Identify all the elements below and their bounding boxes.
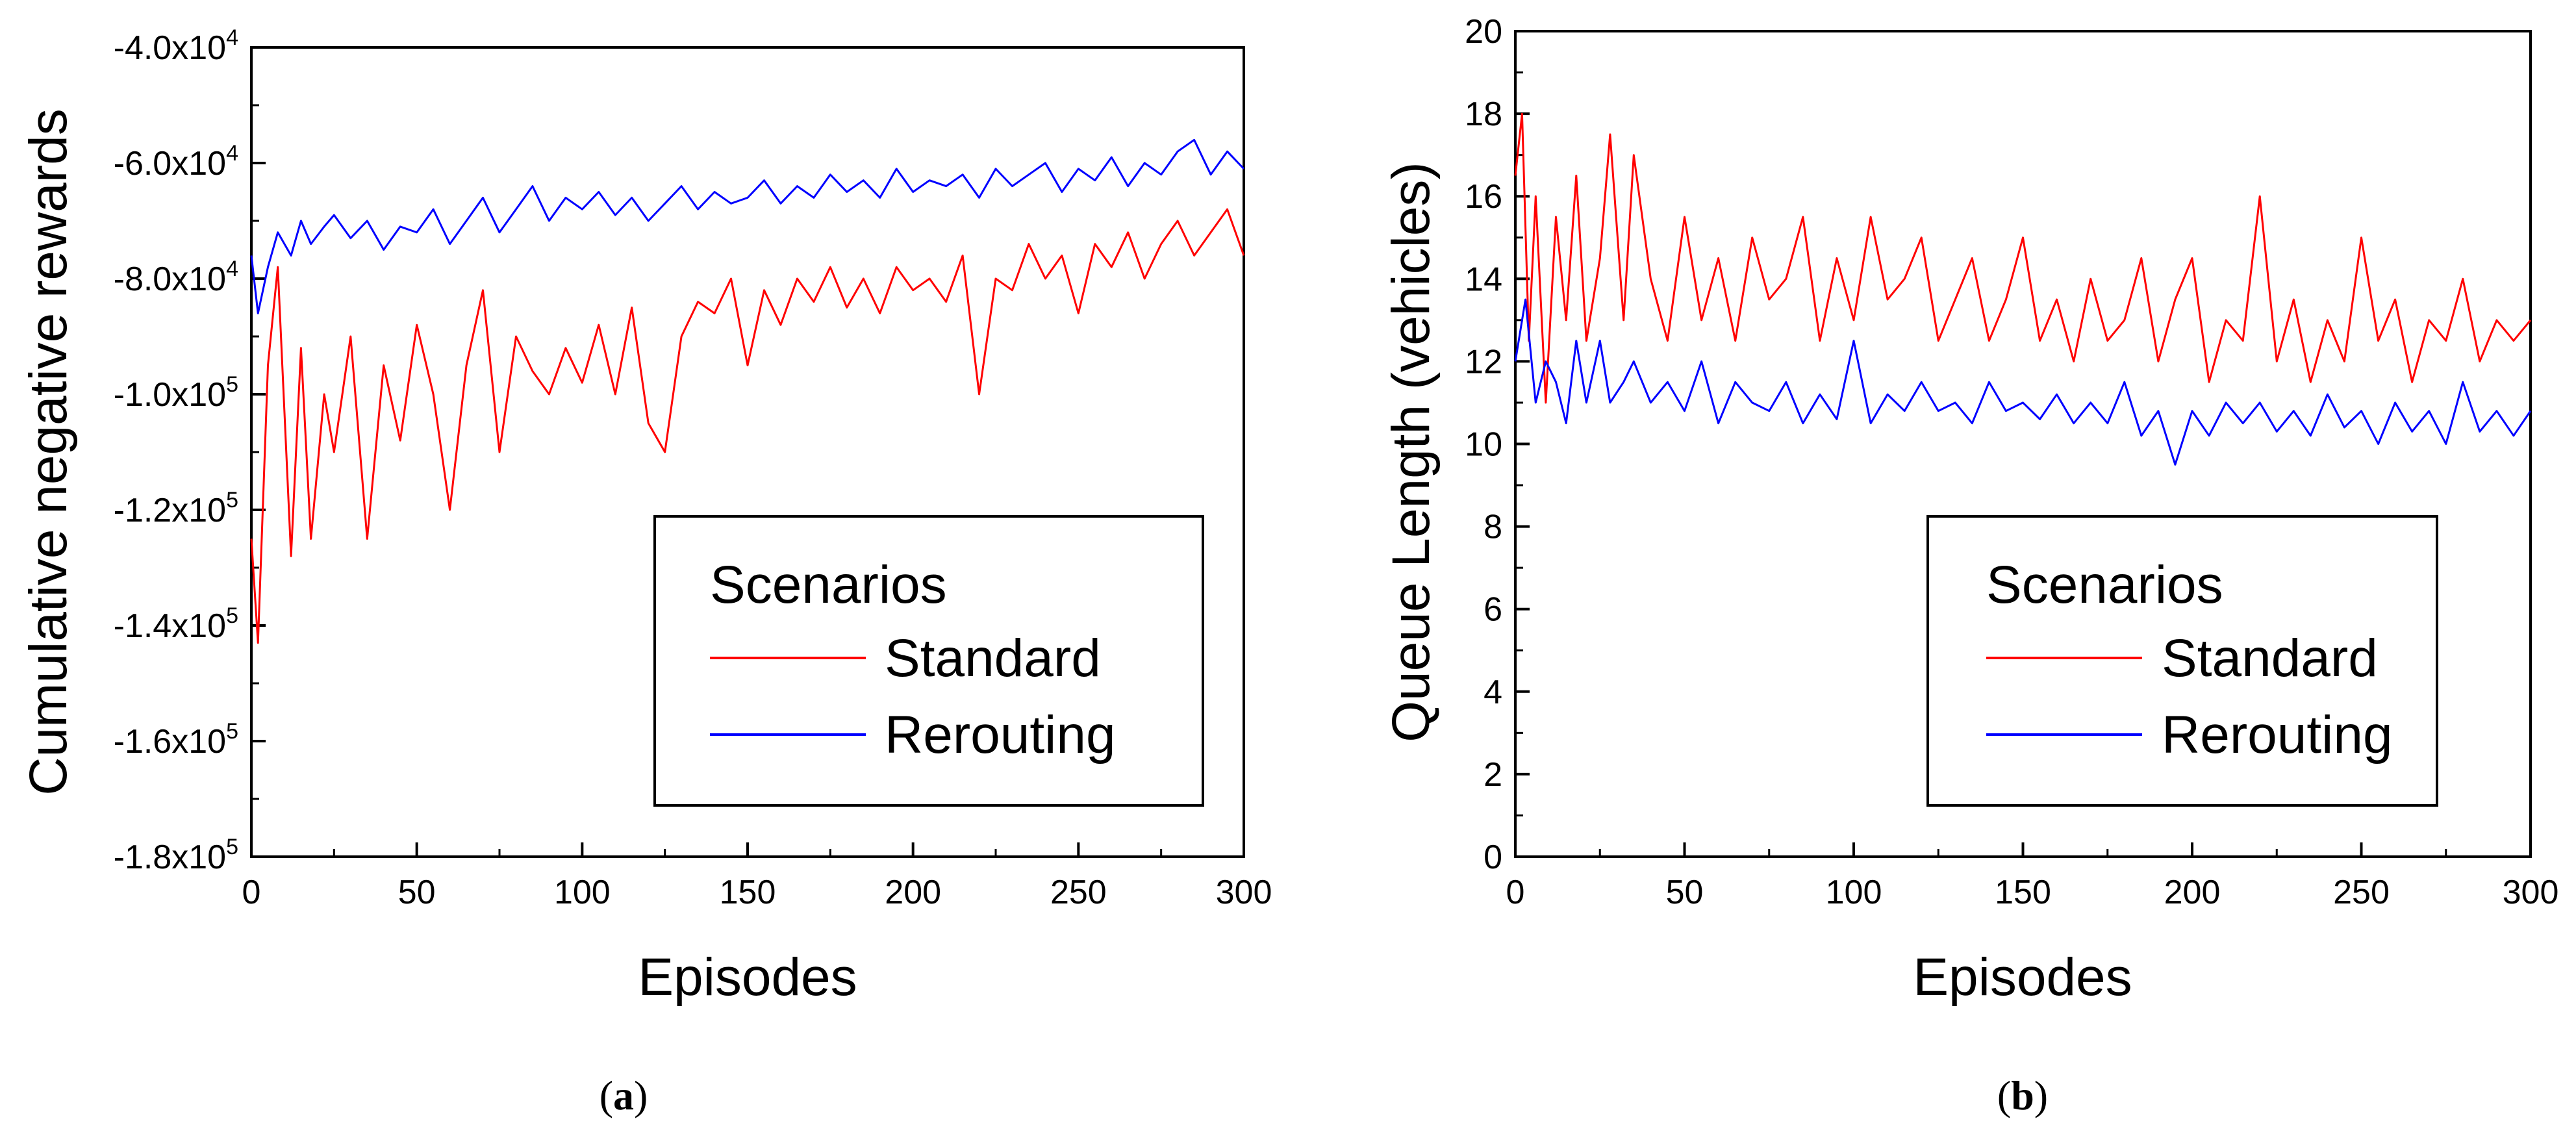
x-tick-label-a: 50 xyxy=(398,874,436,911)
y-tick-label-b: 10 xyxy=(1465,426,1502,464)
legend-a: Scenarios Standard Rerouting xyxy=(653,515,1204,807)
chart-b: 0 50 100 150 200 250 300 0 2 4 6 8 10 12 14 16 18 20 Epis… xyxy=(1382,13,2558,1118)
y-tick-label-b: 20 xyxy=(1465,13,1502,51)
y-axis-title-a: Cumulative negative rewards xyxy=(19,108,78,795)
x-tick-label-a: 150 xyxy=(720,874,776,911)
series-line-standard-b xyxy=(1514,112,2532,404)
x-tick-label-b: 0 xyxy=(1506,874,1525,911)
x-axis-title-a: Episodes xyxy=(638,948,857,1007)
x-tick-label-a: 200 xyxy=(885,874,941,911)
legend-title-a: Scenarios xyxy=(710,555,947,614)
x-axis-title-b: Episodes xyxy=(1913,948,2132,1007)
x-tick-label-b: 200 xyxy=(2164,874,2221,911)
y-tick-label-a: -6.0x104 xyxy=(114,141,238,183)
x-tick-label-a: 100 xyxy=(554,874,611,911)
x-tick-label-a: 300 xyxy=(1216,874,1272,911)
y-tick-label-a: -1.8x105 xyxy=(114,835,238,876)
x-tick-label-b: 50 xyxy=(1666,874,1704,911)
chart-a: 0 50 100 150 200 250 300 -4.0x104 -6.0x104 -8.0x1… xyxy=(19,25,1272,1118)
caption-a: (a) xyxy=(600,1072,648,1118)
y-tick-label-b: 8 xyxy=(1484,509,1502,546)
x-tick-label-a: 0 xyxy=(242,874,261,911)
y-tick-label-a: -1.0x105 xyxy=(114,372,238,414)
y-tick-label-b: 0 xyxy=(1484,839,1502,876)
series-line-rerouting-b xyxy=(1514,298,2532,466)
y-tick-label-a: -8.0x104 xyxy=(114,257,238,298)
y-tick-label-b: 6 xyxy=(1484,591,1502,629)
caption-b: (b) xyxy=(1997,1072,2048,1118)
series-line-rerouting-a xyxy=(250,138,1245,314)
legend-box-b xyxy=(1926,515,2438,807)
series-a xyxy=(250,138,1245,644)
legend-label-rerouting-b: Rerouting xyxy=(2162,705,2393,764)
x-tick-label-a: 250 xyxy=(1050,874,1107,911)
legend-label-standard-a: Standard xyxy=(885,629,1101,688)
x-tick-label-b: 100 xyxy=(1826,874,1882,911)
legend-b: Scenarios Standard Rerouting xyxy=(1926,515,2438,807)
legend-box-a xyxy=(653,515,1204,807)
y-axis-title-b: Queue Length (vehicles) xyxy=(1382,162,1441,742)
y-tick-label-b: 4 xyxy=(1484,674,1502,711)
x-tick-label-b: 150 xyxy=(1995,874,2051,911)
y-tick-label-b: 16 xyxy=(1465,178,1502,216)
legend-title-b: Scenarios xyxy=(1986,555,2223,614)
y-tick-label-a: -1.4x105 xyxy=(114,603,238,645)
y-tick-label-a: -4.0x104 xyxy=(114,25,238,67)
series-line-standard-a xyxy=(250,208,1245,644)
legend-label-standard-b: Standard xyxy=(2162,629,2378,688)
y-tick-label-b: 2 xyxy=(1484,756,1502,794)
x-tick-label-b: 250 xyxy=(2333,874,2390,911)
y-tick-label-b: 14 xyxy=(1465,260,1502,298)
y-tick-label-a: -1.6x105 xyxy=(114,719,238,761)
y-tick-label-b: 18 xyxy=(1465,95,1502,133)
x-tick-label-b: 300 xyxy=(2503,874,2559,911)
y-tick-label-a: -1.2x105 xyxy=(114,488,238,529)
series-b xyxy=(1514,112,2532,466)
y-tick-label-b: 12 xyxy=(1465,343,1502,381)
ticks-a: 0 50 100 150 200 250 300 -4.0x104 -6.0x104 -8.0x1… xyxy=(114,25,1272,911)
legend-label-rerouting-a: Rerouting xyxy=(885,705,1116,764)
ticks-b: 0 50 100 150 200 250 300 0 2 4 6 8 10 12 14 16 18 20 xyxy=(1465,13,2558,911)
